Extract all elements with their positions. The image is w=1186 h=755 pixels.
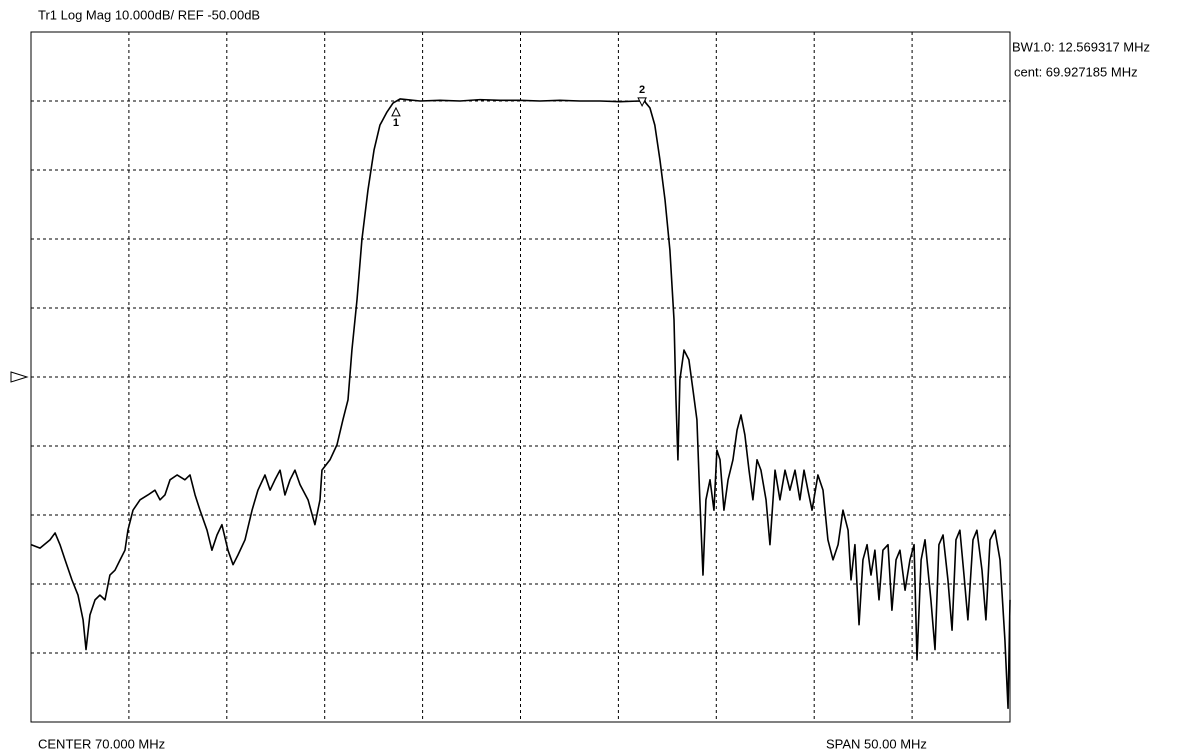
span-label: SPAN 50.00 MHz: [826, 736, 927, 751]
trace: [30, 98, 1011, 709]
center-readout: cent: 69.927185 MHz: [1014, 64, 1138, 79]
marker-label: 2: [639, 84, 645, 96]
reference-marker: [10, 371, 29, 383]
marker: [637, 97, 647, 108]
center-label: CENTER 70.000 MHz: [38, 736, 165, 751]
trace-header: Tr1 Log Mag 10.000dB/ REF -50.00dB: [38, 7, 260, 22]
bandwidth-readout: BW1.0: 12.569317 MHz: [1012, 39, 1150, 54]
plot-frame: [30, 31, 1011, 723]
marker-label: 1: [393, 117, 399, 129]
marker: [391, 106, 401, 117]
